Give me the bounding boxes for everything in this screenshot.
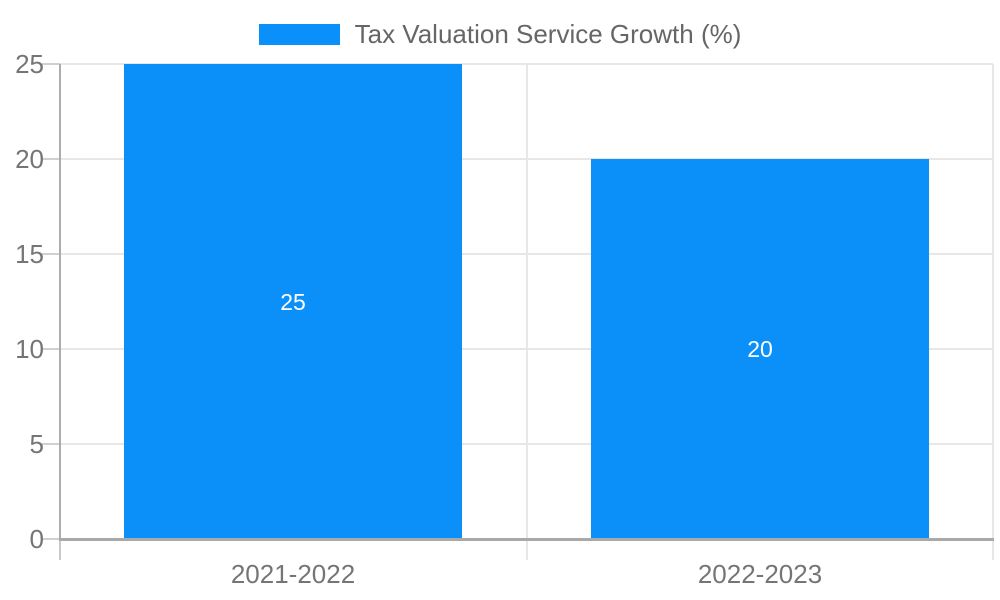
y-axis-tick-extension <box>59 539 61 560</box>
y-axis-line <box>59 64 61 539</box>
y-axis-tick-label: 25 <box>15 49 44 79</box>
legend-color-swatch <box>258 23 340 45</box>
bar[interactable] <box>124 64 462 539</box>
legend: Tax Valuation Service Growth (%) <box>0 21 1000 47</box>
bar-value-label: 25 <box>280 289 306 315</box>
y-axis-tick-label: 0 <box>29 524 44 554</box>
legend-label: Tax Valuation Service Growth (%) <box>354 19 742 49</box>
y-axis-tick-mark <box>42 158 60 160</box>
gridline-x <box>526 64 528 560</box>
x-axis-tick-label: 2021-2022 <box>230 559 356 589</box>
x-axis-tick-label: 2022-2023 <box>697 559 823 589</box>
y-axis-tick-mark <box>42 253 60 255</box>
bar-value-label: 20 <box>747 336 773 362</box>
y-axis-tick-mark <box>42 443 60 445</box>
y-axis-tick-label: 10 <box>15 334 44 364</box>
gridline-x <box>992 64 994 560</box>
y-axis-tick-mark <box>42 348 60 350</box>
y-axis-tick-label: 15 <box>15 239 44 269</box>
x-axis-line <box>59 538 994 541</box>
y-axis-tick-label: 5 <box>29 429 44 459</box>
bar[interactable] <box>591 159 929 539</box>
y-axis-tick-mark <box>42 538 60 540</box>
y-axis-tick-label: 20 <box>15 144 44 174</box>
y-axis-tick-mark <box>42 63 60 65</box>
